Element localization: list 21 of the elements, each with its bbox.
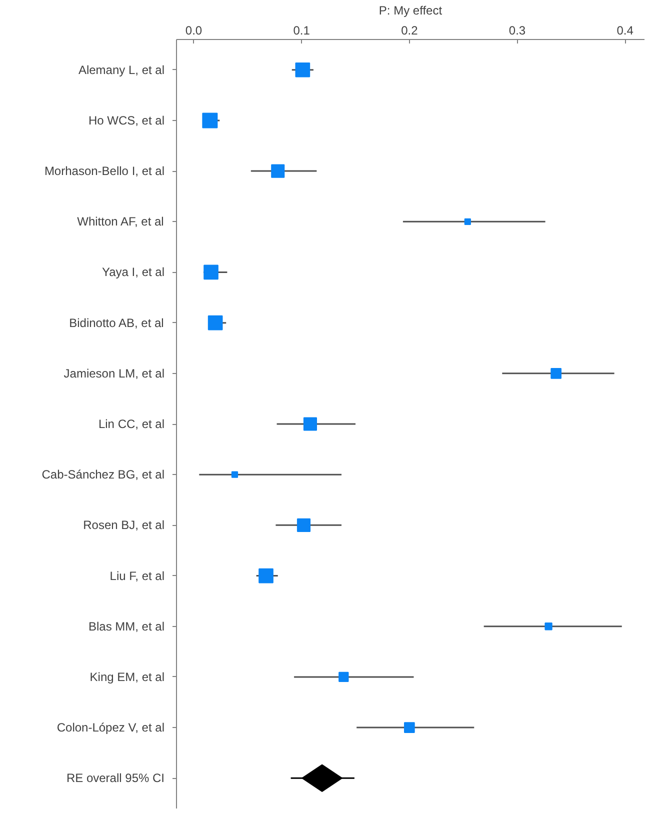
y-tick-label: Lin CC, et al <box>98 417 164 431</box>
x-tick-label: 0.1 <box>293 24 310 38</box>
y-tick-label: Blas MM, et al <box>88 619 165 634</box>
y-tick-label: Jamieson LM, et al <box>64 366 165 380</box>
y-tick-label: Colon-López V, et al <box>56 720 165 735</box>
y-tick-label: Liu F, et al <box>110 568 165 583</box>
x-tick-label: 0.3 <box>508 24 526 38</box>
x-tick-label: 0.0 <box>185 24 202 38</box>
y-tick-label: Whitton AF, et al <box>77 214 164 229</box>
y-tick-label: Rosen BJ, et al <box>83 518 164 532</box>
y-tick-label: Cab-Sánchez BG, et al <box>42 468 165 482</box>
x-axis-title: P: My effect <box>378 4 443 18</box>
x-tick-label: 0.4 <box>616 24 634 38</box>
y-tick-label: King EM, et al <box>90 670 164 684</box>
x-tick-label: 0.2 <box>401 24 418 38</box>
y-tick-label: Morhason-Bello I, et al <box>44 164 165 178</box>
y-tick-label: RE overall 95% CI <box>66 771 165 786</box>
y-tick-label: Alemany L, et al <box>78 62 164 77</box>
y-tick-label: Ho WCS, et al <box>88 113 165 128</box>
y-tick-label: Bidinotto AB, et al <box>69 316 164 330</box>
y-tick-label: Yaya I, et al <box>102 265 165 280</box>
